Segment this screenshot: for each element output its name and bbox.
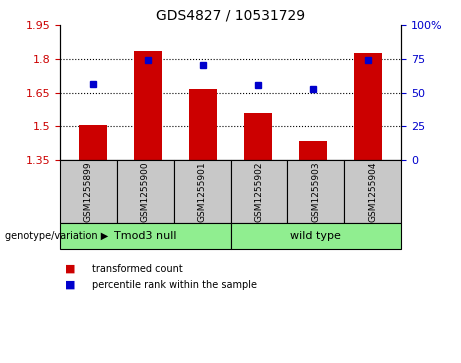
Text: GSM1255899: GSM1255899 — [84, 161, 93, 222]
Text: wild type: wild type — [290, 231, 341, 241]
Text: GSM1255902: GSM1255902 — [254, 161, 263, 222]
Bar — [79, 125, 106, 160]
Text: GSM1255900: GSM1255900 — [141, 161, 150, 222]
Bar — [299, 141, 327, 160]
Bar — [244, 113, 272, 160]
Text: percentile rank within the sample: percentile rank within the sample — [92, 280, 257, 290]
Text: transformed count: transformed count — [92, 264, 183, 274]
Bar — [134, 51, 162, 160]
Text: ■: ■ — [65, 264, 75, 274]
Text: genotype/variation ▶: genotype/variation ▶ — [5, 231, 108, 241]
Text: GSM1255904: GSM1255904 — [368, 161, 377, 222]
Bar — [355, 53, 382, 160]
Title: GDS4827 / 10531729: GDS4827 / 10531729 — [156, 9, 305, 23]
Text: GSM1255903: GSM1255903 — [311, 161, 320, 222]
Text: Tmod3 null: Tmod3 null — [114, 231, 177, 241]
Text: ■: ■ — [65, 280, 75, 290]
Text: GSM1255901: GSM1255901 — [198, 161, 207, 222]
Bar — [189, 89, 217, 160]
